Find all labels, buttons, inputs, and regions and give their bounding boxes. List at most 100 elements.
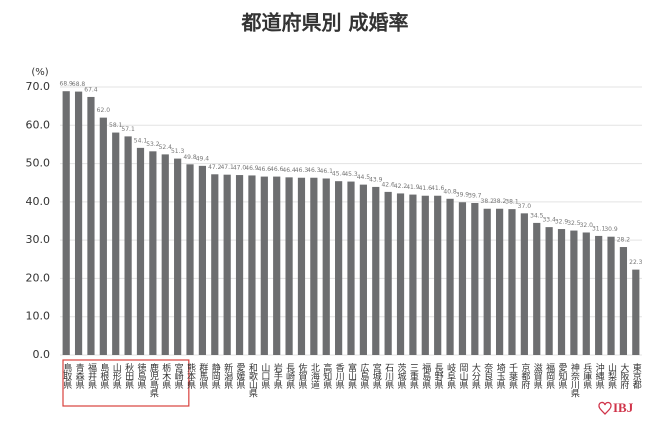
- x-tick-label: 広島県: [358, 362, 369, 390]
- bar: [520, 213, 528, 355]
- x-tick-label: 東京都: [631, 362, 642, 390]
- x-tick-label: 群馬県: [197, 362, 208, 390]
- x-tick-label: 富山県: [346, 362, 357, 390]
- bar: [595, 235, 603, 355]
- value-label: 68.9: [60, 81, 74, 88]
- bar: [446, 198, 454, 355]
- x-tick-label: 鹿児島県: [148, 362, 159, 399]
- bar: [495, 208, 504, 355]
- bar: [87, 96, 95, 355]
- value-label: 46.1: [320, 168, 334, 175]
- x-tick-label: 千葉県: [507, 363, 518, 390]
- x-tick-label: 兵庫県: [581, 362, 592, 390]
- value-label: 38.2: [481, 198, 495, 205]
- x-tick-label: 大分県: [470, 362, 481, 390]
- bar: [124, 136, 132, 355]
- value-label: 42.2: [394, 183, 408, 190]
- bar: [235, 175, 244, 355]
- value-label: 54.1: [134, 137, 148, 144]
- x-tick-label: 島根県: [98, 362, 109, 390]
- bar: [149, 151, 157, 355]
- x-tick-label: 熊本県: [185, 362, 196, 390]
- x-tick-label: 静岡県: [210, 362, 221, 390]
- x-tick-label: 佐賀県: [296, 362, 307, 390]
- bar: [285, 177, 293, 355]
- x-tick-label: 岡山県: [457, 363, 468, 390]
- bar: [570, 230, 578, 355]
- x-tick-label: 福島県: [420, 362, 431, 390]
- bar: [409, 194, 417, 355]
- value-label: 42.6: [381, 181, 395, 188]
- value-label: 34.5: [530, 212, 544, 219]
- bar: [533, 222, 541, 355]
- value-label: 38.1: [505, 199, 519, 206]
- value-label: 46.6: [258, 166, 272, 173]
- bar: [211, 174, 219, 355]
- bar: [297, 177, 306, 355]
- value-label: 22.3: [629, 259, 643, 266]
- x-tick-label: 鳥取県: [61, 362, 72, 390]
- bar: [62, 91, 70, 355]
- value-label: 41.6: [431, 185, 445, 192]
- value-label: 32.0: [580, 222, 594, 229]
- bar: [112, 132, 120, 355]
- value-label: 49.4: [196, 155, 210, 162]
- value-label: 49.8: [183, 154, 197, 161]
- value-label: 46.3: [295, 167, 309, 174]
- bar: [421, 195, 429, 355]
- bar: [372, 186, 380, 355]
- bar: [557, 229, 566, 355]
- x-tick-label: 長崎県: [284, 363, 295, 390]
- x-tick-label: 愛媛県: [235, 362, 246, 390]
- bar: [347, 181, 355, 355]
- bar: [632, 269, 640, 355]
- y-tick-label: 10.0: [26, 310, 51, 323]
- value-label: 62.0: [97, 107, 111, 114]
- x-tick-label: 青森県: [74, 362, 85, 390]
- bar: [310, 177, 318, 355]
- value-label: 28.2: [617, 237, 631, 244]
- value-label: 38.2: [493, 198, 507, 205]
- x-tick-label: 福井県: [86, 362, 97, 390]
- value-label: 45.3: [344, 171, 358, 178]
- value-label: 47.0: [233, 165, 247, 172]
- bar: [396, 193, 405, 355]
- value-label: 46.6: [270, 166, 284, 173]
- y-tick-label: 20.0: [26, 271, 51, 284]
- bar: [483, 208, 491, 355]
- value-label: 39.9: [456, 192, 470, 199]
- x-tick-label: 長野県: [433, 363, 444, 390]
- x-tick-label: 岩手県: [272, 362, 283, 390]
- value-label: 41.9: [406, 184, 420, 191]
- value-label: 39.7: [468, 193, 482, 200]
- value-label: 37.0: [518, 203, 532, 210]
- x-tick-label: 山形県: [111, 363, 122, 390]
- bar: [335, 181, 343, 355]
- value-label: 51.3: [171, 148, 185, 155]
- x-tick-label: 沖縄県: [594, 362, 605, 390]
- bar: [273, 176, 281, 355]
- y-tick-label: 40.0: [26, 195, 51, 208]
- value-label: 47.1: [220, 164, 234, 171]
- value-label: 30.9: [604, 226, 618, 233]
- bar: [582, 232, 590, 355]
- x-tick-label: 愛知県: [557, 362, 568, 390]
- value-label: 46.9: [245, 165, 259, 172]
- x-tick-label: 山口県: [259, 363, 270, 390]
- x-tick-label: 和歌山県: [247, 363, 257, 399]
- bar: [223, 174, 231, 355]
- x-tick-label: 福岡県: [544, 362, 555, 390]
- x-tick-label: 三重県: [408, 363, 419, 390]
- x-tick-label: 山梨県: [606, 363, 617, 390]
- x-tick-label: 新潟県: [222, 362, 233, 390]
- value-label: 31.1: [592, 225, 606, 232]
- value-label: 47.2: [208, 164, 222, 171]
- y-tick-label: 30.0: [26, 233, 51, 246]
- x-tick-label: 神奈川県: [569, 362, 580, 399]
- bar: [186, 164, 194, 355]
- logo-text: IBJ: [613, 400, 634, 415]
- value-label: 43.9: [369, 176, 383, 183]
- bar: [471, 203, 479, 355]
- value-label: 32.5: [567, 220, 581, 227]
